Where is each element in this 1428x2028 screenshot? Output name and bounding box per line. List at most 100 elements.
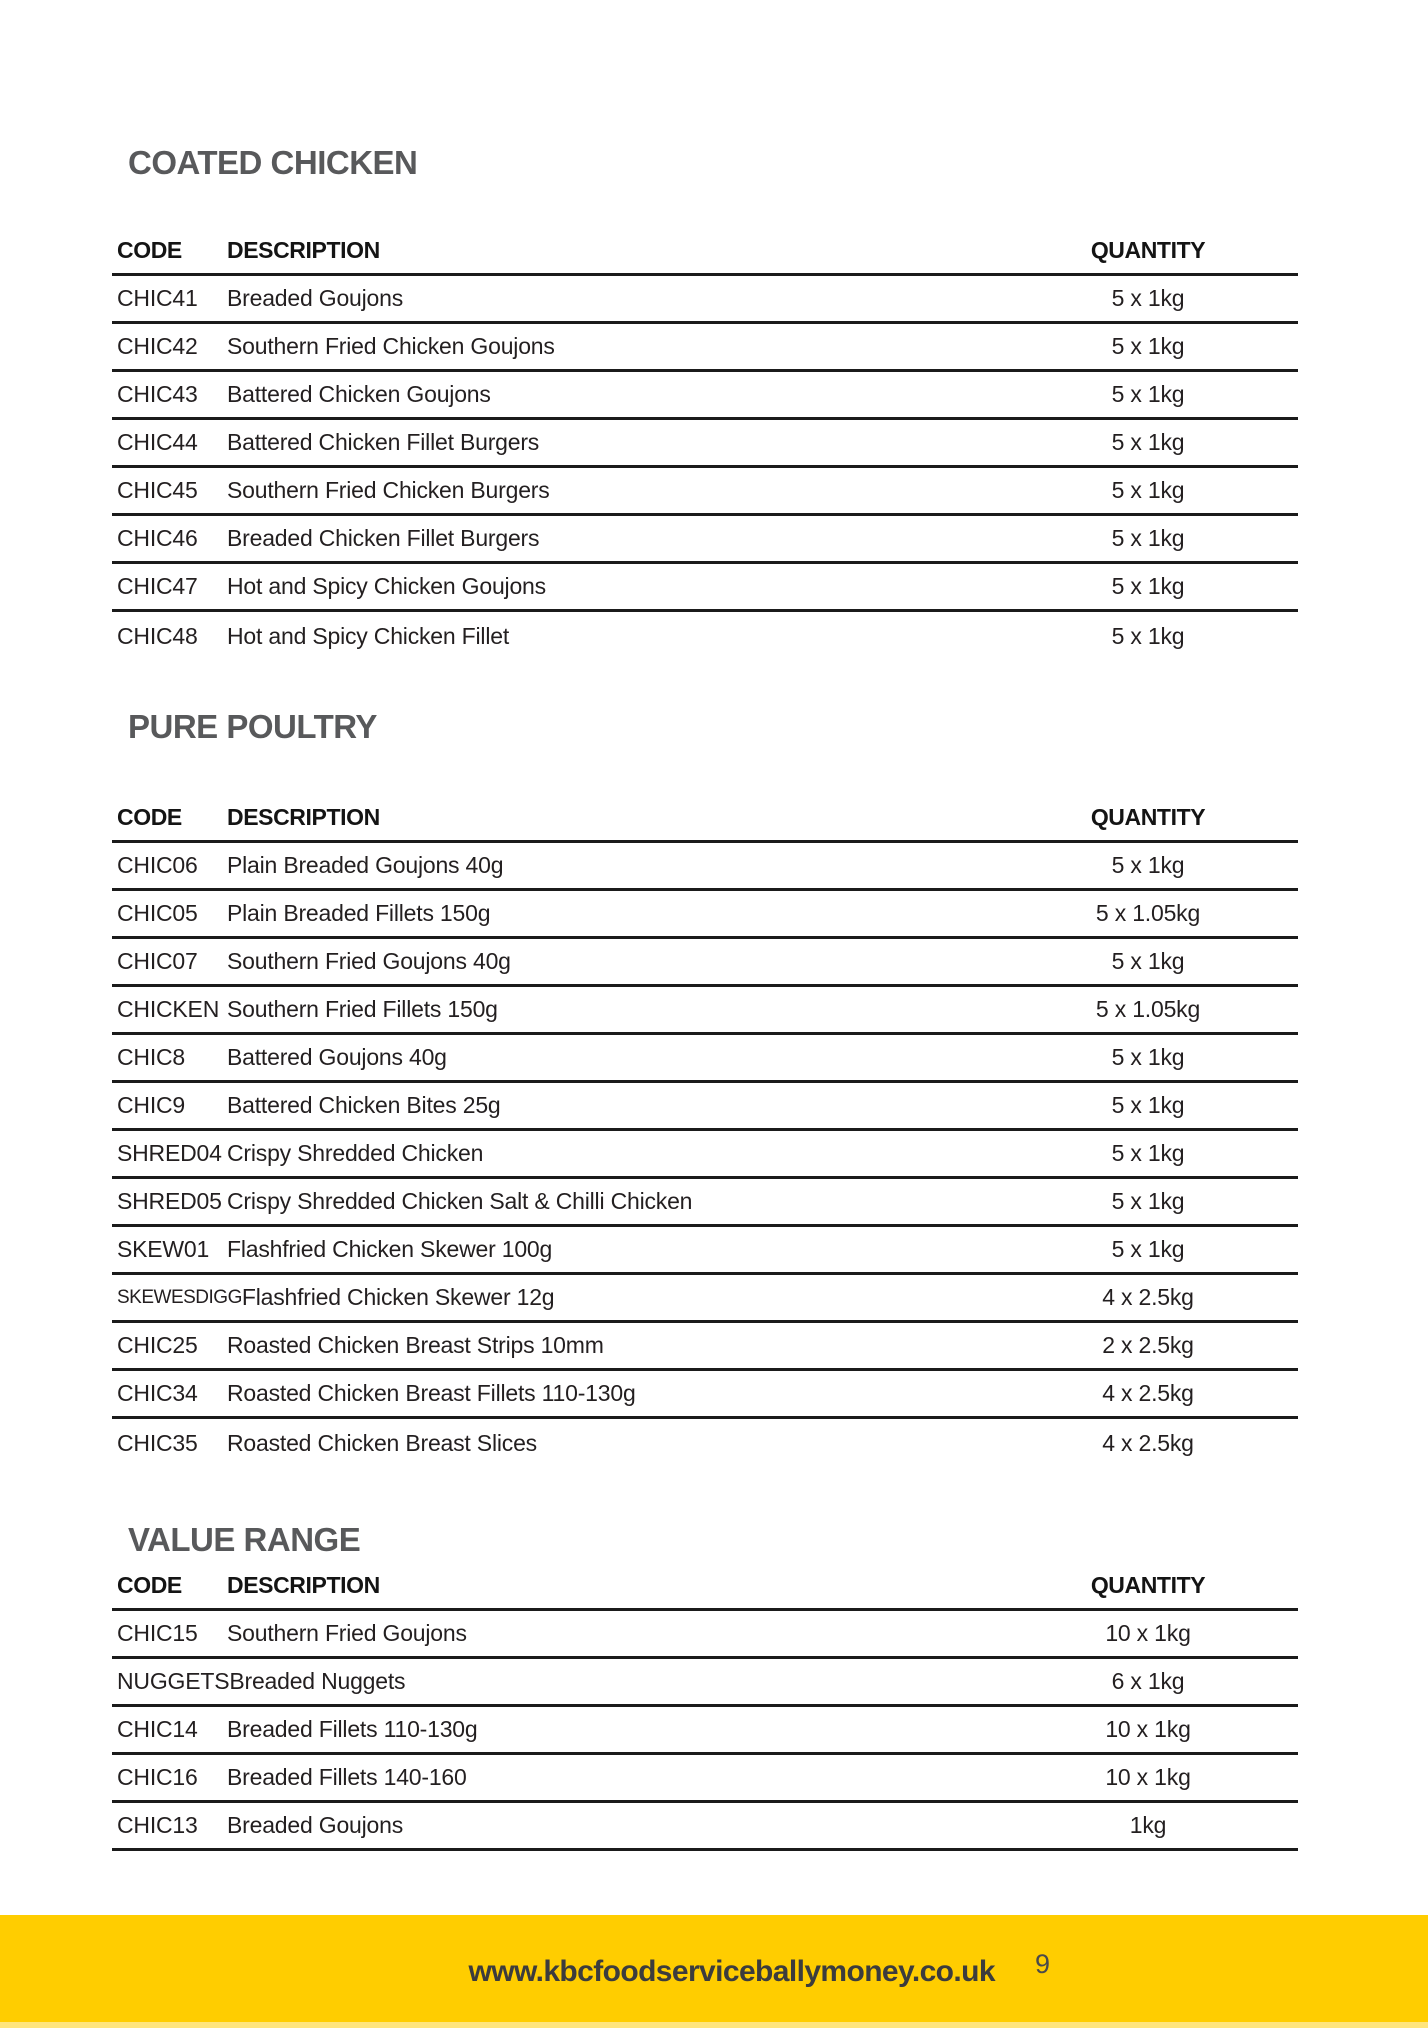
cell-description: Plain Breaded Fillets 150g xyxy=(227,900,491,926)
cell-code: CHIC47 xyxy=(117,573,198,599)
table-row: CHIC46 Breaded Chicken Fillet Burgers 5 x … xyxy=(112,516,1298,564)
cell-quantity: 5 x 1kg xyxy=(1111,429,1185,455)
cell-description: Southern Fried Goujons 40g xyxy=(227,948,511,974)
cell-quantity: 10 x 1kg xyxy=(1105,1764,1191,1790)
table-row: CHIC13 Breaded Goujons 1kg xyxy=(112,1803,1298,1851)
column-header-quantity: QUANTITY xyxy=(1090,1571,1206,1598)
table-row: CHIC43 Battered Chicken Goujons 5 x 1kg xyxy=(112,372,1298,420)
cell-code: CHIC46 xyxy=(117,525,198,551)
product-table: CODE DESCRIPTION QUANTITY CHIC41 Breaded Gou… xyxy=(112,227,1298,660)
cell-quantity: 5 x 1kg xyxy=(1111,333,1185,359)
table-row: CHIC42 Southern Fried Chicken Goujons 5 x … xyxy=(112,324,1298,372)
table-row: SHRED04 Crispy Shredded Chicken 5 x 1kg xyxy=(112,1131,1298,1179)
column-header-code: CODE xyxy=(117,803,182,830)
table-row: SKEW01 Flashfried Chicken Skewer 100g 5 x … xyxy=(112,1227,1298,1275)
cell-quantity: 4 x 2.5kg xyxy=(1102,1380,1194,1406)
column-header-description: DESCRIPTION xyxy=(227,803,380,830)
cell-description: Battered Goujons 40g xyxy=(227,1044,447,1070)
table-row: CHIC45 Southern Fried Chicken Burgers 5 x … xyxy=(112,468,1298,516)
cell-code: CHIC34 xyxy=(117,1380,198,1406)
table-row: CHIC25 Roasted Chicken Breast Strips 10mm… xyxy=(112,1323,1298,1371)
table-row: CHIC34 Roasted Chicken Breast Fillets 110… xyxy=(112,1371,1298,1419)
table-header-row: CODE DESCRIPTION QUANTITY xyxy=(112,227,1298,276)
column-header-quantity: QUANTITY xyxy=(1090,236,1206,263)
cell-description: Battered Chicken Goujons xyxy=(227,381,491,407)
cell-description: Roasted Chicken Breast Slices xyxy=(227,1429,537,1456)
cell-code: CHIC15 xyxy=(117,1620,198,1646)
cell-code: CHIC41 xyxy=(117,285,198,311)
section-title: VALUE RANGE xyxy=(128,1521,361,1558)
cell-code: CHIC35 xyxy=(117,1429,198,1456)
cell-description: Breaded Fillets 110-130g xyxy=(227,1716,478,1742)
cell-code: CHIC14 xyxy=(117,1716,198,1742)
footer-url: www.kbcfoodserviceballymoney.co.uk xyxy=(468,1954,996,1988)
cell-code: CHIC16 xyxy=(117,1764,198,1790)
cell-description: Hot and Spicy Chicken Fillet xyxy=(227,622,510,649)
cell-code: CHIC13 xyxy=(117,1812,198,1838)
cell-description: Southern Fried Fillets 150g xyxy=(227,996,498,1022)
table-row: CHIC9 Battered Chicken Bites 25g 5 x 1kg xyxy=(112,1083,1298,1131)
cell-description: Southern Fried Chicken Goujons xyxy=(227,333,555,359)
cell-quantity: 5 x 1kg xyxy=(1111,525,1185,551)
cell-quantity: 5 x 1kg xyxy=(1111,622,1185,649)
page-number: 9 xyxy=(1034,1949,1050,1979)
catalog-section: PURE POULTRY CODE DESCRIPTION QUANTITY CHIC0… xyxy=(112,707,1298,1467)
cell-quantity: 5 x 1kg xyxy=(1111,1044,1185,1070)
table-row: CHIC41 Breaded Goujons 5 x 1kg xyxy=(112,276,1298,324)
cell-description: Southern Fried Goujons xyxy=(227,1620,467,1646)
cell-quantity: 4 x 2.5kg xyxy=(1102,1429,1194,1456)
cell-quantity: 6 x 1kg xyxy=(1111,1668,1185,1694)
table-row: NUGGETS Breaded Nuggets 6 x 1kg xyxy=(112,1659,1298,1707)
cell-description: Flashfried Chicken Skewer 12g xyxy=(241,1284,555,1310)
cell-quantity: 5 x 1kg xyxy=(1111,948,1185,974)
table-row: CHIC05 Plain Breaded Fillets 150g 5 x 1.05… xyxy=(112,891,1298,939)
section-list: COATED CHICKEN CODE DESCRIPTION QUANTITY CHI… xyxy=(112,143,1298,1851)
product-table: CODE DESCRIPTION QUANTITY CHIC06 Plain Bread… xyxy=(112,794,1298,1467)
cell-description: Roasted Chicken Breast Fillets 110-130g xyxy=(227,1380,636,1406)
cell-quantity: 5 x 1kg xyxy=(1111,1236,1185,1262)
cell-quantity: 10 x 1kg xyxy=(1105,1716,1191,1742)
cell-quantity: 5 x 1kg xyxy=(1111,285,1185,311)
cell-code: CHIC8 xyxy=(117,1044,186,1070)
catalog-section: COATED CHICKEN CODE DESCRIPTION QUANTITY CHI… xyxy=(112,143,1298,660)
table-row: CHIC14 Breaded Fillets 110-130g 10 x 1kg xyxy=(112,1707,1298,1755)
cell-code: SHRED04 xyxy=(117,1140,222,1166)
table-header-row: CODE DESCRIPTION QUANTITY xyxy=(112,794,1298,843)
cell-quantity: 2 x 2.5kg xyxy=(1102,1332,1194,1358)
cell-description: Battered Chicken Bites 25g xyxy=(227,1092,501,1118)
cell-description: Hot and Spicy Chicken Goujons xyxy=(227,573,546,599)
table-row: CHIC06 Plain Breaded Goujons 40g 5 x 1kg xyxy=(112,843,1298,891)
cell-code: NUGGETS xyxy=(117,1668,230,1694)
section-title: COATED CHICKEN xyxy=(128,144,418,181)
cell-code: CHIC25 xyxy=(117,1332,198,1358)
cell-description: Plain Breaded Goujons 40g xyxy=(227,852,504,878)
table-row: CHIC16 Breaded Fillets 140-160 10 x 1kg xyxy=(112,1755,1298,1803)
cell-code: CHIC06 xyxy=(117,852,198,878)
cell-code: CHIC45 xyxy=(117,477,198,503)
table-row: SHRED05 Crispy Shredded Chicken Salt & Ch… xyxy=(112,1179,1298,1227)
cell-quantity: 5 x 1kg xyxy=(1111,1092,1185,1118)
cell-quantity: 10 x 1kg xyxy=(1105,1620,1191,1646)
cell-description: Crispy Shredded Chicken Salt & Chilli Ch… xyxy=(227,1188,693,1214)
cell-code: CHIC48 xyxy=(117,622,198,649)
cell-description: Breaded Chicken Fillet Burgers xyxy=(227,525,540,551)
column-header-code: CODE xyxy=(117,1571,182,1598)
table-row: CHIC48 Hot and Spicy Chicken Fillet 5 x 1k… xyxy=(112,612,1298,660)
cell-description: Breaded Goujons xyxy=(227,285,404,311)
footer-edge-strip xyxy=(0,2022,1428,2028)
cell-quantity: 5 x 1kg xyxy=(1111,573,1185,599)
cell-code: CHIC05 xyxy=(117,900,198,926)
cell-code: CHIC43 xyxy=(117,381,198,407)
cell-description: Flashfried Chicken Skewer 100g xyxy=(227,1236,553,1262)
cell-quantity: 5 x 1kg xyxy=(1111,477,1185,503)
column-header-code: CODE xyxy=(117,236,182,263)
cell-description: Breaded Nuggets xyxy=(229,1668,406,1694)
table-row: CHIC8 Battered Goujons 40g 5 x 1kg xyxy=(112,1035,1298,1083)
cell-code: SKEW01 xyxy=(117,1236,210,1262)
cell-description: Battered Chicken Fillet Burgers xyxy=(227,429,540,455)
cell-quantity: 5 x 1kg xyxy=(1111,1188,1185,1214)
table-row: CHIC44 Battered Chicken Fillet Burgers 5 x… xyxy=(112,420,1298,468)
table-row: CHIC15 Southern Fried Goujons 10 x 1kg xyxy=(112,1611,1298,1659)
cell-description: Breaded Goujons xyxy=(227,1812,404,1838)
table-row: CHICKEN Southern Fried Fillets 150g 5 x 1.… xyxy=(112,987,1298,1035)
